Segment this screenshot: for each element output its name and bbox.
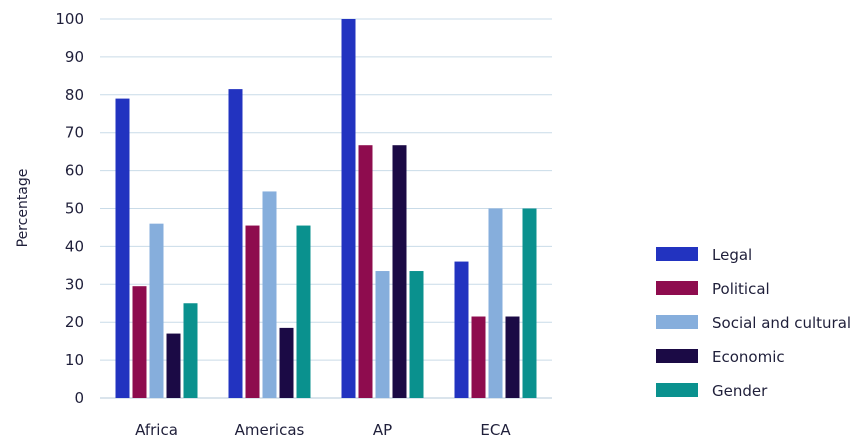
legend-swatch: [656, 315, 698, 329]
bars: [115, 19, 537, 399]
legend-swatch: [656, 281, 698, 295]
y-tick-label: 90: [65, 48, 84, 66]
y-axis-label: Percentage: [15, 169, 31, 248]
x-category-label: AP: [373, 421, 392, 438]
bar-economic-eca: [505, 316, 520, 398]
x-category-label: Americas: [235, 421, 305, 438]
y-tick-label: 20: [65, 313, 84, 331]
bar-gender-africa: [183, 303, 198, 398]
y-tick-label: 80: [65, 86, 84, 104]
x-axis-categories: Africa Americas AP ECA: [135, 421, 511, 438]
bar-political-americas: [245, 225, 260, 398]
y-tick-label: 30: [65, 275, 84, 293]
legend-swatch: [656, 247, 698, 261]
y-tick-label: 100: [55, 10, 84, 28]
bar-social-and-cultural-americas: [262, 191, 277, 398]
bar-political-ap: [358, 145, 373, 398]
bar-economic-africa: [166, 333, 181, 398]
bar-legal-africa: [115, 98, 130, 398]
bar-gender-eca: [522, 208, 537, 398]
y-tick-label: 50: [65, 200, 84, 218]
y-tick-label: 0: [74, 389, 84, 407]
bar-gender-americas: [296, 225, 311, 398]
legend-label: Gender: [712, 382, 768, 400]
bar-legal-americas: [228, 89, 243, 399]
y-tick-label: 10: [65, 351, 84, 369]
bar-economic-americas: [279, 327, 294, 398]
x-category-label: ECA: [480, 421, 511, 438]
bar-political-eca: [471, 316, 486, 398]
bar-social-and-cultural-africa: [149, 223, 164, 398]
y-tick-label: 70: [65, 124, 84, 142]
y-axis-ticks: 0 10 20 30 40 50 60 70 80 90 100: [55, 10, 84, 407]
bar-political-africa: [132, 286, 147, 398]
legend-label: Social and cultural: [712, 314, 851, 332]
legend-label: Economic: [712, 348, 785, 366]
legend-label: Political: [712, 280, 770, 298]
y-tick-label: 60: [65, 162, 84, 180]
bar-economic-ap: [392, 145, 407, 398]
legend-label: Legal: [712, 246, 752, 264]
bar-legal-eca: [454, 261, 469, 398]
legend-swatch: [656, 349, 698, 363]
bar-social-and-cultural-ap: [375, 271, 390, 398]
x-category-label: Africa: [135, 421, 178, 438]
bar-social-and-cultural-eca: [488, 208, 503, 398]
bar-legal-ap: [341, 19, 356, 398]
legend: Legal Political Social and cultural Economi…: [656, 246, 851, 400]
bar-gender-ap: [409, 271, 424, 398]
y-tick-label: 40: [65, 237, 84, 255]
legend-swatch: [656, 383, 698, 397]
